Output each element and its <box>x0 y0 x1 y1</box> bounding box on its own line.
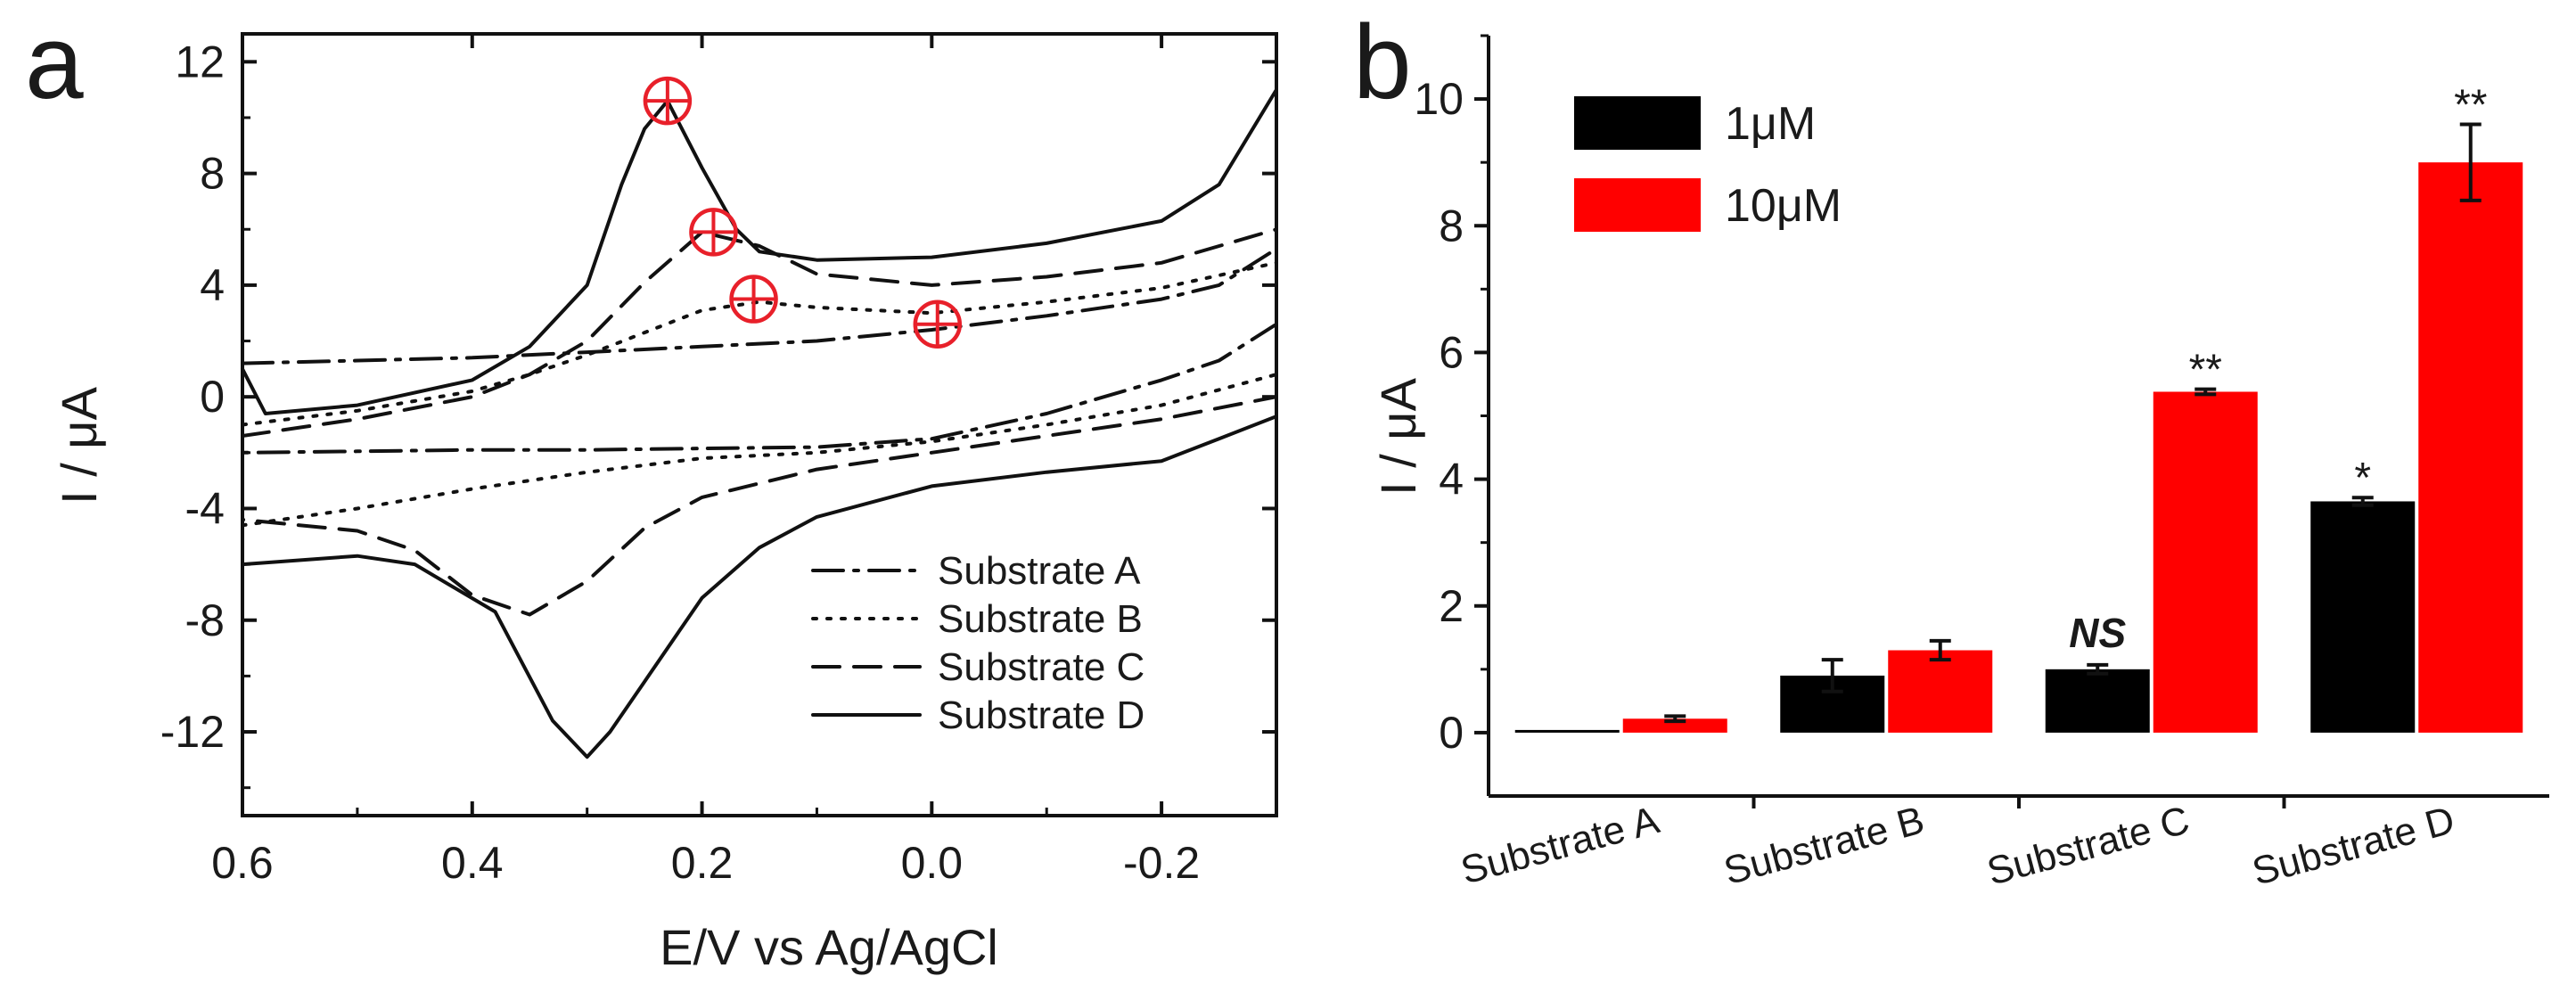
legend-swatch-1uM <box>1574 96 1701 150</box>
panel-b-y-tick-label: 0 <box>1439 708 1464 758</box>
legend-label-substrate-a: Substrate A <box>938 549 1141 593</box>
legend-label-substrate-b: Substrate B <box>938 597 1143 641</box>
panel-a-frame <box>241 32 1278 817</box>
panel-b-letter: b <box>1353 4 1412 121</box>
error-bar <box>2459 122 2482 202</box>
panel-b-y-tick-label: 6 <box>1439 327 1464 377</box>
peak-marker <box>729 275 778 324</box>
panel-a-x-tick-label: 0.6 <box>211 838 274 888</box>
legend-label-1uM: 1μM <box>1725 98 1816 150</box>
error-bar <box>1929 638 1951 662</box>
category-label-substrate-d: Substrate D <box>2248 798 2459 893</box>
panel-b-y-axis-title: I / μA <box>1370 377 1426 496</box>
bar-1uM-substrate-c <box>2045 669 2150 733</box>
panel-a-x-tick-label: 0.4 <box>441 838 504 888</box>
panel-a-peak-markers <box>643 76 963 349</box>
peak-marker <box>643 76 693 126</box>
panel-b: b NS***** Substrate A Substrate B Substrat… <box>1353 4 2549 894</box>
bar-10uM-substrate-c <box>2153 391 2258 733</box>
panel-a-y-tick-label: 8 <box>200 149 225 199</box>
error-bar <box>1821 658 1843 693</box>
panel-b-y-tick-label: 8 <box>1439 201 1464 250</box>
panel-a-y-tick-label: 0 <box>200 372 225 422</box>
bar-10uM-substrate-b <box>1888 650 1993 733</box>
panel-b-y-tick-label: 2 <box>1439 581 1464 631</box>
significance-label: * <box>2354 455 2371 502</box>
significance-label: NS <box>2069 610 2126 656</box>
error-bar <box>2195 387 2217 397</box>
panel-b-axes: Substrate A Substrate B Substrate C Substra… <box>1414 34 2549 894</box>
panel-a-y-tick-label: -8 <box>185 595 225 645</box>
panel-a: a 0.6 0.4 0.2 0.0 -0.2 12 8 4 0 -4 -8 -12 Substrate… <box>25 4 1278 975</box>
panel-a-x-tick-label: 0.2 <box>671 838 734 888</box>
panel-a-axes: 0.6 0.4 0.2 0.0 -0.2 12 8 4 0 -4 -8 -12 <box>160 32 1278 888</box>
panel-a-x-tick-label: 0.0 <box>901 838 964 888</box>
peak-marker <box>689 208 738 257</box>
series-line-substrate-b <box>241 260 1278 528</box>
panel-b-plot-area: NS***** <box>1514 82 2523 733</box>
peak-marker <box>913 300 963 349</box>
series-line-substrate-d <box>241 87 1278 759</box>
category-label-substrate-b: Substrate B <box>1719 798 1929 893</box>
bar-10uM-substrate-a <box>1622 718 1727 733</box>
panel-a-x-axis-title: E/V vs Ag/AgCl <box>660 919 998 975</box>
legend-swatch-10uM <box>1574 178 1701 232</box>
panel-a-x-tick-label: -0.2 <box>1123 838 1200 888</box>
error-bar <box>2351 496 2374 507</box>
category-label-substrate-c: Substrate C <box>1982 798 2194 893</box>
bar-1uM-substrate-d <box>2310 501 2416 733</box>
panel-a-y-tick-label: -12 <box>160 707 225 757</box>
panel-b-y-tick-label: 10 <box>1414 74 1464 124</box>
category-label-substrate-a: Substrate A <box>1456 798 1664 892</box>
panel-a-y-axis-title: I / μA <box>51 386 107 505</box>
panel-a-y-tick-label: -4 <box>185 483 225 533</box>
panel-b-legend: 1μM 10μM <box>1574 96 1842 232</box>
panel-a-y-tick-label: 12 <box>175 37 225 86</box>
error-bar <box>1664 714 1686 724</box>
legend-label-substrate-d: Substrate D <box>938 693 1144 737</box>
significance-label: ** <box>2454 82 2487 129</box>
bar-10uM-substrate-d <box>2418 162 2523 733</box>
bar-1uM-substrate-a <box>1514 729 1620 733</box>
panel-a-y-tick-label: 4 <box>200 260 225 310</box>
legend-label-substrate-c: Substrate C <box>938 645 1144 689</box>
panel-b-y-tick-label: 4 <box>1439 455 1464 505</box>
legend-label-10uM: 10μM <box>1725 180 1842 232</box>
panel-a-letter: a <box>25 4 84 121</box>
significance-label: ** <box>2189 347 2222 394</box>
error-bar <box>2087 662 2109 676</box>
